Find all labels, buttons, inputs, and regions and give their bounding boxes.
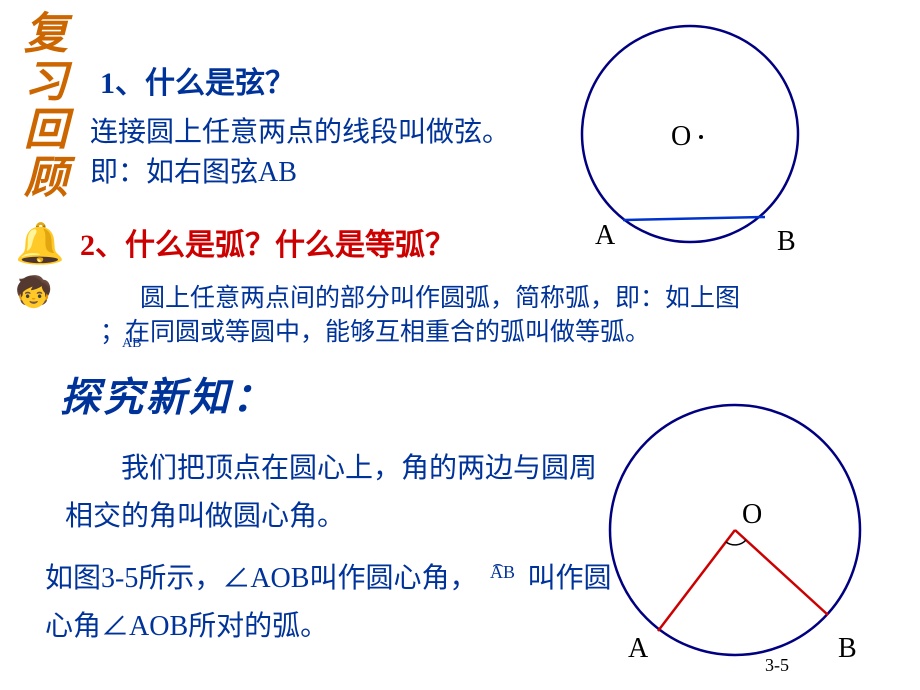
section2-line3: 心角∠AOB所对的弧。 (45, 611, 328, 642)
label-B-top: B (777, 226, 796, 257)
label-O-bottom: O (742, 499, 762, 530)
radius-ob (735, 530, 828, 615)
label-A-top: A (595, 220, 616, 251)
figure-caption-3-5: 3-5 (765, 655, 789, 676)
section2-paragraph1: 我们把顶点在圆心上，角的两边与圆周相交的角叫做圆心角。 (65, 445, 615, 540)
circle-diagram-top: O A B (555, 22, 845, 267)
center-dot-top (699, 135, 703, 139)
circle-bottom-svg: O A B (570, 395, 900, 685)
question-1-title: 1、什么是弦？ (100, 58, 295, 102)
circle-top-svg: O A B (555, 22, 845, 262)
label-O-top: O (671, 121, 691, 152)
section2-line1-text: 我们把顶点在圆心上，角的两边与圆周相交的角叫做圆心角。 (65, 453, 597, 532)
bell-icon: 🔔 (15, 220, 65, 267)
label-A-bottom: A (628, 633, 649, 664)
question-2-line1: 圆上任意两点间的部分叫作圆弧，简称弧，即：如上图 (140, 278, 740, 314)
label-B-bottom: B (838, 633, 857, 664)
question-2-title: 2、什么是弧？什么是等弧？ (80, 220, 455, 264)
circle-diagram-bottom: O A B 3-5 (570, 395, 900, 690)
chord-ab (623, 217, 765, 220)
section2-line2a: 如图3-5所示，∠AOB叫作圆心角， (45, 563, 477, 594)
radius-oa (658, 530, 735, 631)
angle-arc-icon (726, 540, 746, 545)
figure-icon: 🧒 (15, 275, 52, 310)
question-1-line2: 即：如右图弦AB (90, 150, 297, 190)
question-2-arc-label: AB (122, 336, 141, 352)
review-vertical-title: 复习回顾 (5, 10, 65, 202)
explore-title: 探究新知： (60, 365, 275, 423)
question-1-line1: 连接圆上任意两点的线段叫做弦。 (90, 110, 510, 150)
question-2-line2: ；在同圆或等圆中，能够互相重合的弧叫做等弧。 (100, 312, 650, 348)
section2-arc-label: AB (490, 562, 515, 583)
